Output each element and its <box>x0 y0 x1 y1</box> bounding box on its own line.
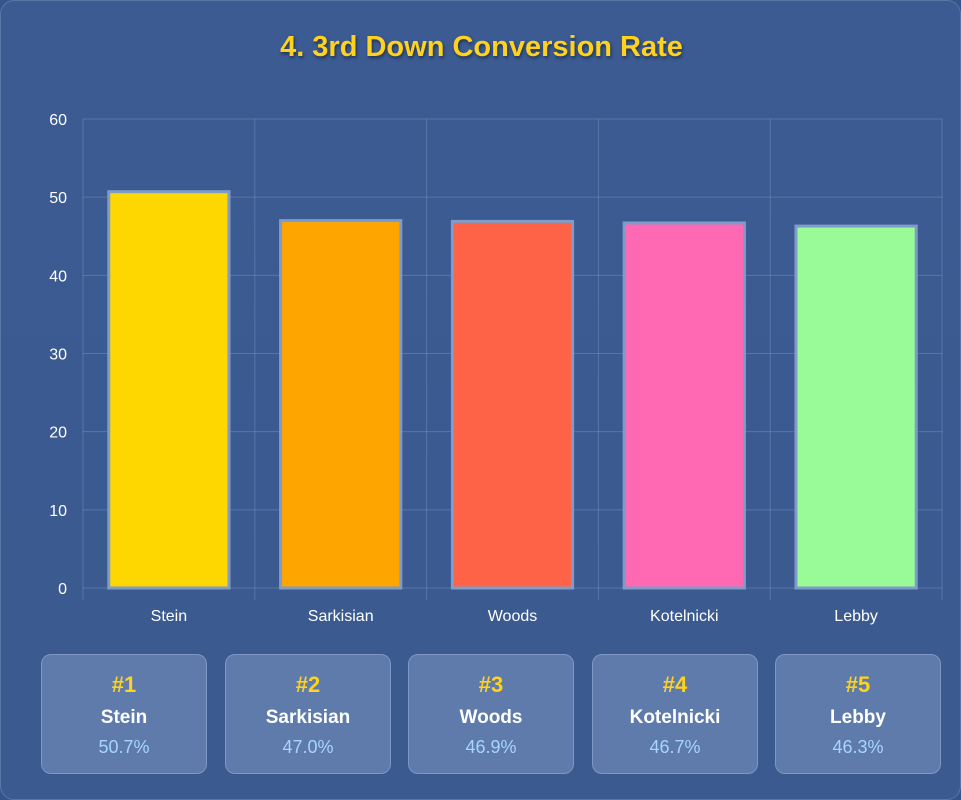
y-tick-label: 10 <box>49 503 67 520</box>
conversion-rate: 47.0% <box>282 737 334 757</box>
x-tick-label: Sarkisian <box>308 608 374 625</box>
x-tick-label: Kotelnicki <box>650 608 718 625</box>
coach-name: Woods <box>459 707 523 728</box>
ranking-card: #5 Lebby 46.3% <box>775 654 941 774</box>
bar <box>794 224 918 590</box>
conversion-rate: 46.7% <box>649 737 701 757</box>
bar <box>279 219 403 590</box>
coach-name: Stein <box>100 707 148 728</box>
bar-chart: 0 10 20 30 40 50 60 Stein Sarkisian Woods Kotelnic… <box>49 112 943 625</box>
coach-name: Kotelnicki <box>629 707 721 728</box>
ranking-card: #4 Kotelnicki 46.7% <box>592 654 758 774</box>
x-tick-label: Woods <box>488 608 538 625</box>
rank-number: #3 <box>478 672 504 697</box>
rank-number: #2 <box>295 672 321 697</box>
ranking-card: #1 Stein 50.7% <box>41 654 207 774</box>
bar <box>622 221 746 590</box>
y-tick-label: 0 <box>58 581 67 598</box>
y-tick-label: 50 <box>49 190 67 207</box>
y-tick-label: 60 <box>49 112 67 129</box>
y-tick-label: 30 <box>49 347 67 364</box>
coach-name: Sarkisian <box>265 707 351 728</box>
ranking-card: #2 Sarkisian 47.0% <box>225 654 391 774</box>
x-tick-label: Stein <box>151 608 187 625</box>
rank-number: #5 <box>845 672 871 697</box>
ranking-cards: #1 Stein 50.7% #2 Sarkisian 47.0% #3 Woo… <box>41 654 943 776</box>
rank-number: #1 <box>111 672 137 697</box>
coach-name: Lebby <box>830 707 886 728</box>
bar <box>450 219 575 590</box>
conversion-rate: 46.9% <box>465 737 517 757</box>
y-tick-label: 40 <box>49 268 67 285</box>
conversion-rate: 50.7% <box>98 737 150 757</box>
rank-number: #4 <box>662 672 688 697</box>
x-tick-label: Lebby <box>834 608 878 625</box>
bar <box>107 190 231 590</box>
conversion-rate: 46.3% <box>832 737 884 757</box>
y-tick-label: 20 <box>49 425 67 442</box>
ranking-card: #3 Woods 46.9% <box>408 654 574 774</box>
chart-title: 4. 3rd Down Conversion Rate <box>280 31 683 63</box>
